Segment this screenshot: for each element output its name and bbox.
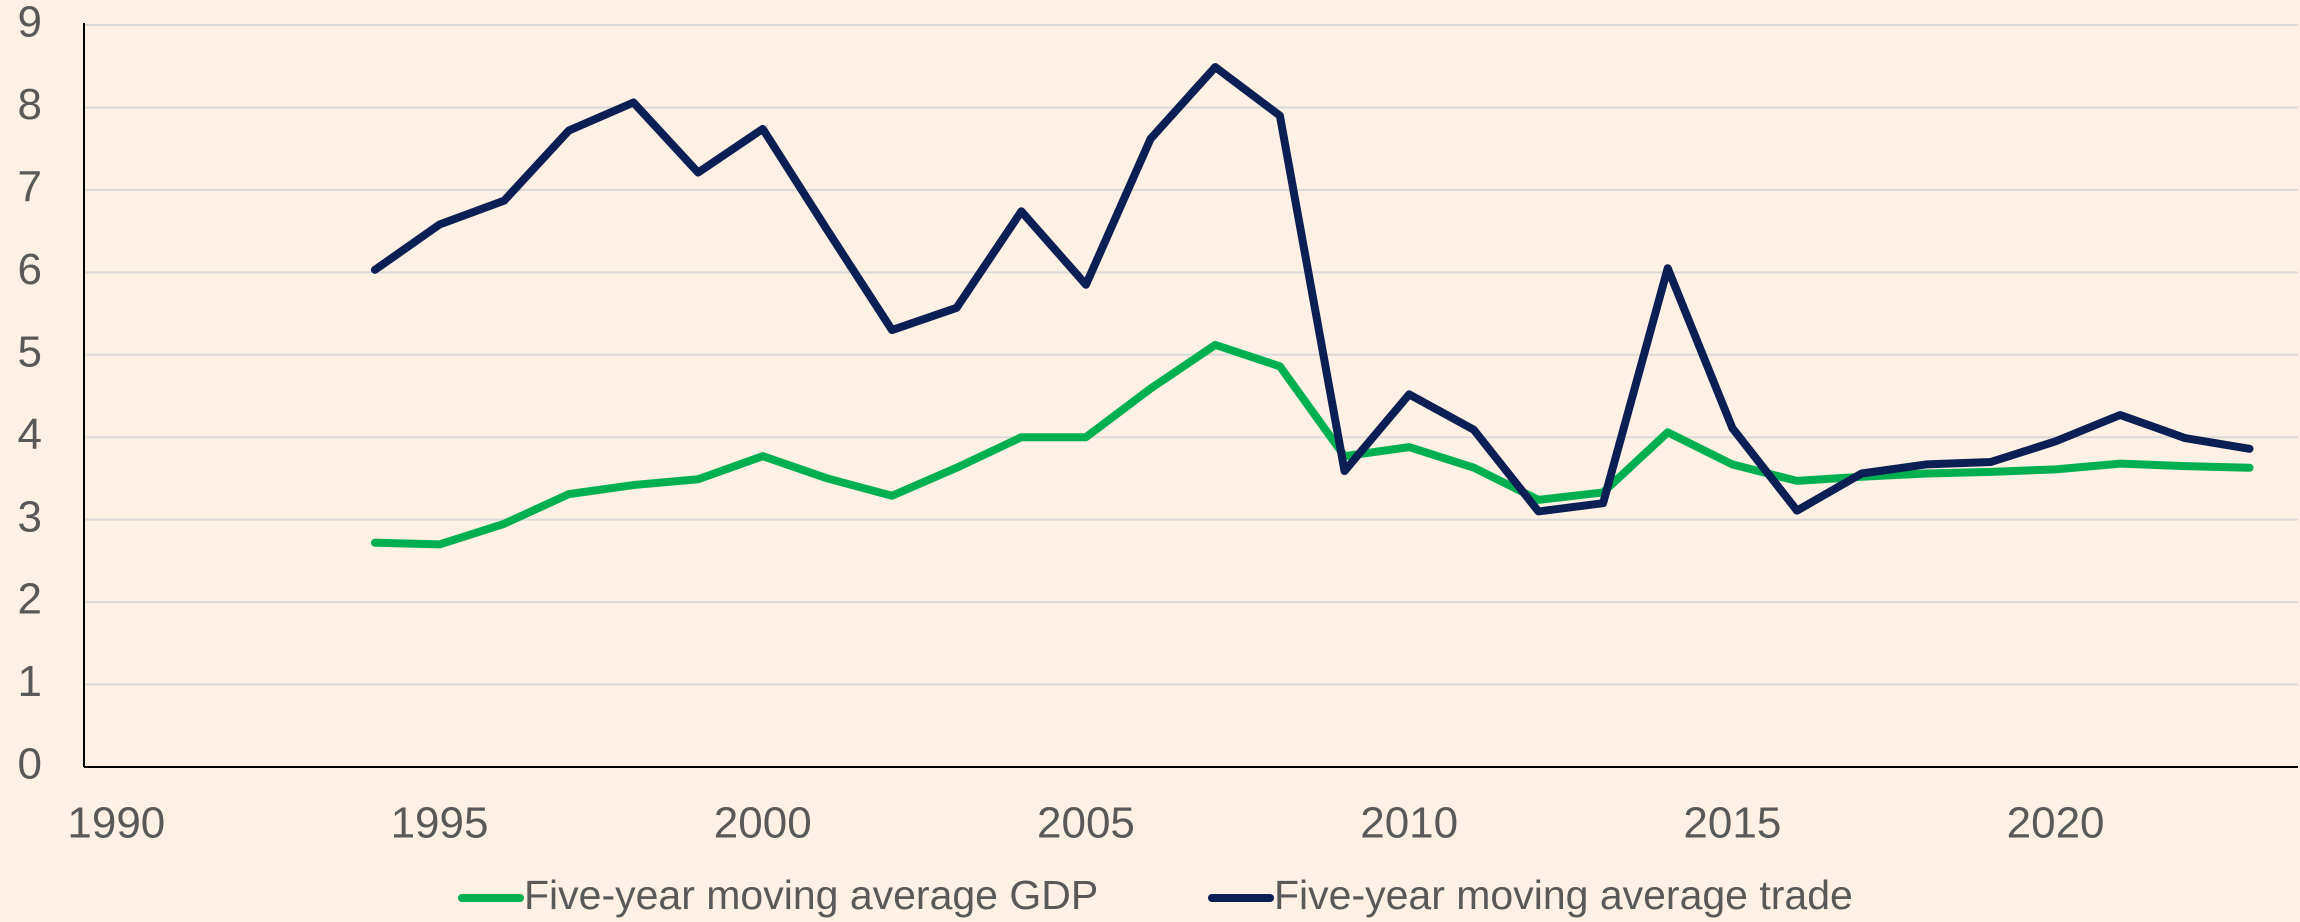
- legend-label: Five-year moving average GDP: [524, 872, 1098, 918]
- x-tick-label: 1995: [391, 799, 489, 848]
- y-tick-label: 4: [18, 410, 42, 459]
- series-line: [370, 63, 2254, 516]
- y-tick-label: 9: [18, 0, 42, 47]
- x-tick-label: 2010: [1360, 799, 1458, 848]
- y-tick-label: 2: [18, 575, 42, 624]
- y-tick-label: 0: [18, 740, 42, 789]
- x-tick-label: 2015: [1683, 799, 1781, 848]
- y-tick-label: 7: [18, 163, 42, 212]
- x-tick-label: 2020: [2007, 799, 2105, 848]
- legend-label: Five-year moving average trade: [1274, 872, 1853, 918]
- y-tick-label: 8: [18, 80, 42, 129]
- y-tick-label: 1: [18, 657, 42, 706]
- x-tick-label: 2000: [714, 799, 812, 848]
- series-line: [370, 340, 2254, 549]
- y-tick-label: 5: [18, 327, 42, 376]
- x-tick-label: 2005: [1037, 799, 1135, 848]
- x-tick-label: 1990: [67, 799, 165, 848]
- y-tick-label: 6: [18, 245, 42, 294]
- y-tick-label: 3: [18, 492, 42, 541]
